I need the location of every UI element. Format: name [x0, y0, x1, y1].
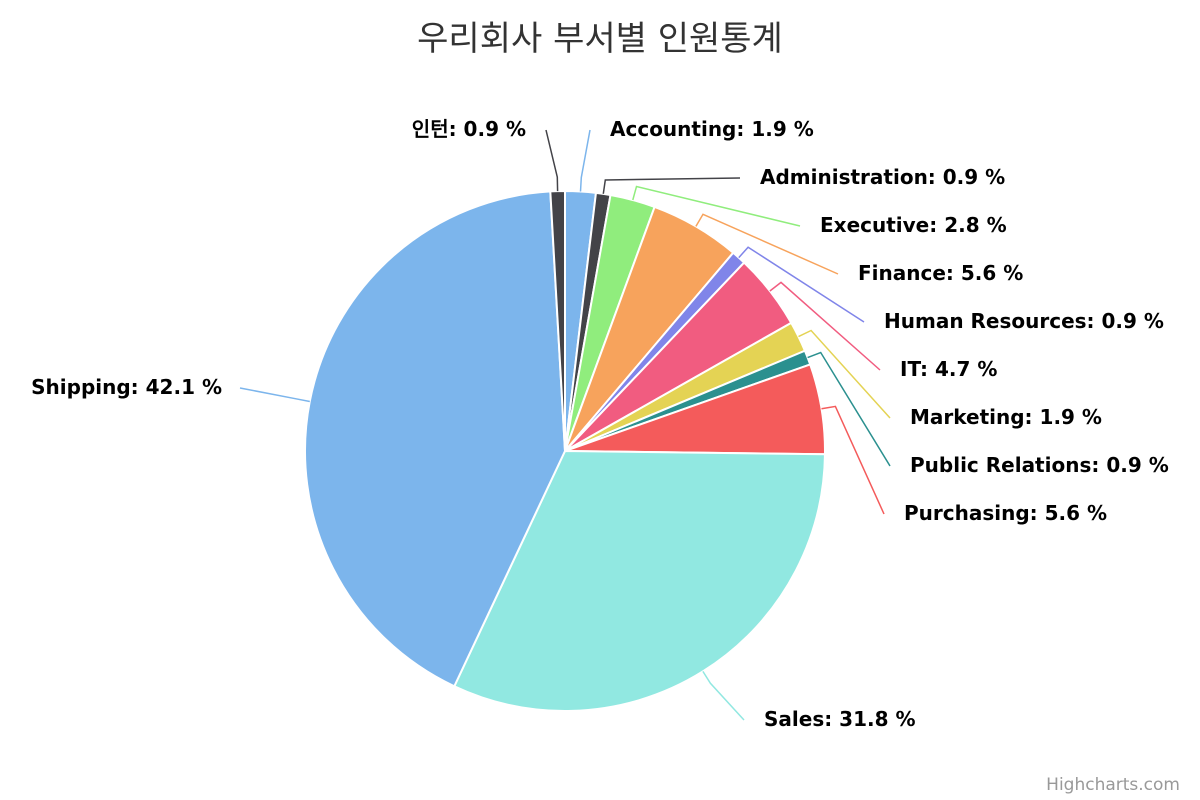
- label-connectors: [239, 129, 891, 721]
- connector-item-11: [545, 129, 559, 192]
- connector-human-resources: [738, 246, 865, 323]
- connector-it: [769, 281, 881, 371]
- connector-finance: [695, 213, 839, 275]
- pie-slice-sales[interactable]: [452, 449, 826, 712]
- connector-sales: [702, 671, 745, 721]
- data-label-purchasing: Purchasing: 5.6 %: [904, 501, 1107, 525]
- connector-shipping: [239, 387, 310, 403]
- pie-slice-item-11[interactable]: [549, 189, 566, 452]
- data-label-administration: Administration: 0.9 %: [760, 165, 1005, 189]
- connector-marketing: [798, 329, 891, 419]
- credits-link[interactable]: Highcharts.com: [1046, 775, 1180, 795]
- data-label-item-11: 인턴: 0.9 %: [412, 117, 526, 141]
- data-label-marketing: Marketing: 1.9 %: [910, 405, 1102, 429]
- connector-administration: [602, 177, 741, 194]
- data-label-accounting: Accounting: 1.9 %: [610, 117, 814, 141]
- data-label-finance: Finance: 5.6 %: [858, 261, 1023, 285]
- data-labels: Accounting: 1.9 % Administration: 0.9 % Ex…: [31, 117, 1169, 731]
- data-label-it: IT: 4.7 %: [900, 357, 997, 381]
- connector-purchasing: [821, 405, 885, 515]
- data-label-public-relations: Public Relations: 0.9 %: [910, 453, 1169, 477]
- data-label-human-resources: Human Resources: 0.9 %: [884, 309, 1164, 333]
- connector-executive: [632, 185, 801, 227]
- pie-slices: [304, 189, 826, 712]
- data-label-shipping: Shipping: 42.1 %: [31, 375, 222, 399]
- connector-public-relations: [807, 351, 891, 467]
- chart-title: 우리회사 부서별 인원통계: [417, 19, 783, 59]
- connector-accounting: [579, 129, 591, 192]
- data-label-executive: Executive: 2.8 %: [820, 213, 1007, 237]
- data-label-sales: Sales: 31.8 %: [764, 707, 916, 731]
